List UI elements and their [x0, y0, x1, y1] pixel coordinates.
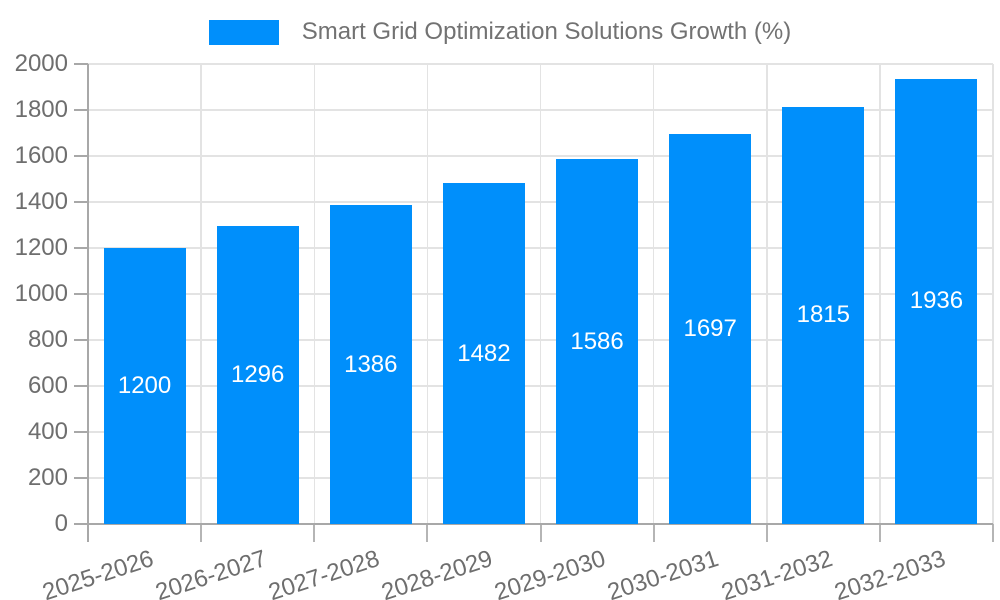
y-tick-label: 1000	[14, 280, 68, 307]
bar[interactable]: 1296	[216, 225, 299, 524]
y-tick	[74, 109, 88, 111]
y-tick	[74, 477, 88, 479]
x-gridline	[652, 64, 655, 524]
x-gridline	[539, 64, 542, 524]
bar[interactable]: 1482	[442, 183, 525, 524]
y-tick	[74, 523, 88, 525]
legend-label: Smart Grid Optimization Solutions Growth…	[301, 18, 792, 45]
x-tick	[765, 524, 768, 542]
x-tick	[652, 524, 655, 542]
bar[interactable]: 1386	[329, 205, 412, 524]
bar[interactable]: 1936	[895, 78, 978, 524]
x-tick-label: 2025-2026	[39, 545, 157, 600]
x-gridline	[313, 64, 315, 524]
bar-value-label: 1386	[344, 350, 398, 378]
bar[interactable]: 1586	[556, 159, 639, 524]
y-tick	[74, 293, 88, 295]
y-axis-line	[87, 64, 89, 542]
x-tick-label: 2031-2032	[717, 545, 836, 600]
x-gridline	[992, 64, 994, 524]
x-gridline	[879, 64, 881, 524]
x-axis-line	[87, 523, 993, 525]
y-tick	[74, 431, 88, 433]
y-tick	[74, 247, 88, 249]
y-tick	[74, 385, 88, 387]
bar-value-label: 1815	[796, 301, 850, 329]
y-tick-label: 800	[27, 326, 68, 353]
x-tick	[539, 524, 542, 542]
y-tick	[74, 201, 88, 203]
bar-value-label: 1586	[570, 327, 624, 355]
y-tick-label: 1200	[14, 234, 68, 261]
x-tick	[992, 524, 994, 542]
x-tick	[878, 524, 881, 542]
legend-item[interactable]: Smart Grid Optimization Solutions Growth…	[0, 17, 1000, 47]
y-tick-label: 400	[27, 418, 68, 445]
plot-area: 1200 1296 1386 1482 1586 1697 1815 1936 0 200 400…	[15, 50, 994, 600]
y-tick-label: 0	[54, 510, 68, 537]
y-tick	[74, 155, 88, 157]
bar-value-label: 1936	[909, 287, 964, 315]
x-tick	[200, 524, 203, 542]
x-tick-label: 2026-2027	[152, 545, 270, 600]
bar[interactable]: 1697	[669, 133, 752, 524]
y-tick-label: 1600	[14, 142, 68, 169]
y-tick	[74, 339, 88, 341]
legend-swatch	[208, 19, 279, 45]
y-tick-label: 2000	[14, 50, 68, 77]
x-gridline	[200, 64, 202, 524]
x-gridline	[426, 64, 429, 524]
x-tick	[426, 524, 429, 542]
y-tick-label: 1800	[14, 96, 68, 123]
x-gridline	[766, 64, 768, 524]
y-tick-label: 600	[27, 372, 68, 399]
y-tick-label: 1400	[14, 188, 68, 215]
bar[interactable]: 1815	[782, 106, 865, 524]
x-tick-label: 2027-2028	[265, 545, 383, 600]
bar[interactable]: 1200	[103, 248, 186, 524]
bar-value-label: 1697	[683, 314, 737, 342]
y-tick-label: 200	[27, 464, 68, 491]
bar-value-label: 1200	[117, 372, 172, 399]
y-tick	[74, 63, 88, 65]
bar-value-label: 1296	[230, 360, 285, 388]
x-tick-label: 2030-2031	[604, 545, 723, 600]
x-tick-label: 2028-2029	[378, 545, 496, 600]
x-tick-label: 2029-2030	[491, 545, 610, 600]
x-tick-label: 2032-2033	[830, 545, 949, 600]
bar-value-label: 1482	[457, 339, 511, 367]
x-tick	[313, 524, 316, 542]
